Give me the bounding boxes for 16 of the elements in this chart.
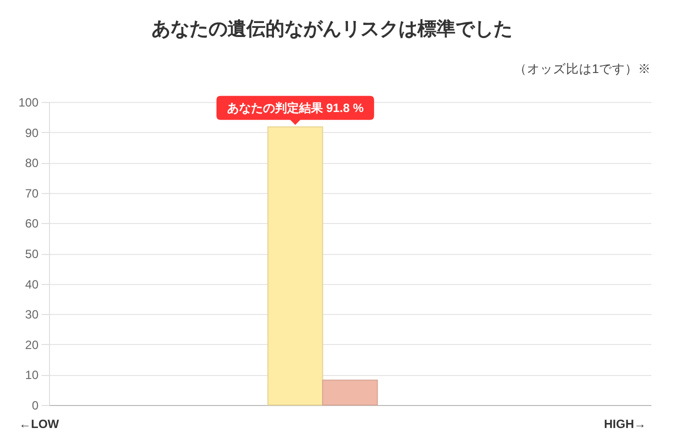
y-tick-label: 40	[25, 277, 39, 292]
data-label: あなたの判定結果 91.8 %	[226, 100, 364, 115]
y-tick-label: 70	[25, 186, 39, 200]
y-tick-label: 10	[25, 368, 39, 382]
text: ←LOW	[19, 417, 60, 431]
y-tick-label: 30	[25, 308, 39, 322]
y-tick-label: 20	[25, 338, 39, 352]
y-tick-label: 60	[25, 216, 39, 231]
y-tick-label: 0	[32, 398, 39, 412]
y-tick-label: 100	[18, 96, 39, 110]
y-tick-label: 90	[25, 126, 39, 140]
y-tick-label: 80	[25, 156, 39, 170]
y-tick-label: 50	[25, 247, 39, 261]
chart-subtitle: （オッズ比は1です）※	[514, 62, 651, 76]
chart-title: あなたの遺伝的ながんリスクは標準でした	[152, 18, 512, 40]
text: HIGH→	[604, 417, 646, 431]
